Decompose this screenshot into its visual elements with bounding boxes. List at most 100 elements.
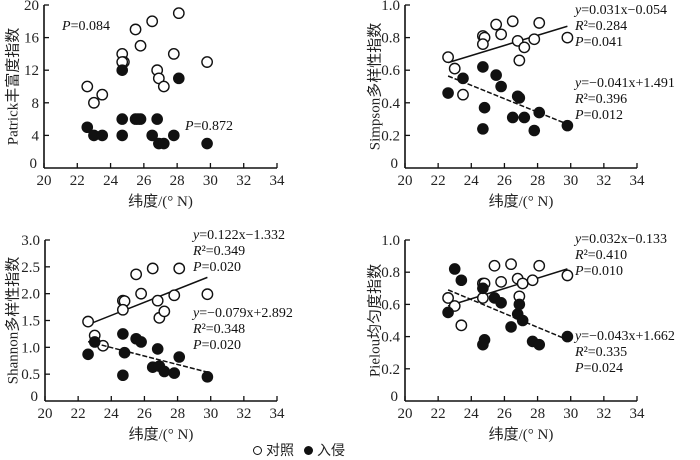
series-invaded	[442, 263, 574, 351]
data-point-control	[516, 277, 529, 290]
series-invaded	[82, 328, 214, 383]
data-point-invaded	[442, 306, 454, 319]
y-tick-label: 0	[31, 389, 39, 405]
x-tick-label: 22	[71, 406, 86, 422]
annotation-text: P=0.041	[574, 35, 623, 50]
data-point-invaded	[116, 64, 129, 76]
y-tick-label: 1.0	[21, 340, 40, 356]
panel-4: 20 22 24 26 28 30 32 34 0 0.2 0.4 0.6 0.8 1.0 纬度/(° N)…	[366, 232, 674, 443]
data-point-invaded	[513, 92, 526, 104]
annotation-rest: =0.041	[584, 35, 623, 50]
x-axis-title: 纬度/(° N)	[128, 193, 193, 210]
panel-1: 20 22 24 26 28 30 32 34 0 4 8 12 16 20 纬度/(° N) Patrick…	[3, 0, 285, 210]
x-tick-label: 34	[270, 173, 286, 189]
data-point-invaded	[116, 129, 129, 142]
y-tick-label: 3.0	[21, 233, 40, 249]
data-point-control	[172, 7, 185, 20]
data-point-control	[82, 315, 94, 328]
x-tick-label: 20	[398, 406, 413, 422]
data-point-invaded	[495, 80, 507, 93]
x-tick-label: 28	[170, 173, 185, 189]
y-tick-label: 2.5	[21, 260, 40, 276]
y-axis-title: Shannon多样性指数	[4, 257, 21, 385]
annotation-rest: =−0.041x+1.491	[581, 76, 675, 91]
data-point-invaded	[513, 298, 526, 311]
y-tick-label: 1.0	[381, 233, 400, 249]
y-tick-label: 12	[24, 63, 39, 79]
legend-filled-marker-icon	[304, 445, 313, 455]
annotation-var: R	[192, 322, 202, 337]
annotation-rest: =0.020	[202, 338, 241, 353]
annotation-var: y	[573, 3, 582, 18]
data-point-control	[173, 262, 186, 275]
series-control	[442, 258, 574, 332]
data-point-invaded	[506, 111, 519, 124]
x-tick-label: 28	[170, 406, 185, 422]
data-point-invaded	[173, 351, 186, 363]
data-point-control	[526, 274, 539, 287]
x-tick-label: 26	[497, 173, 513, 189]
x-tick-label: 26	[137, 406, 153, 422]
annotation-var: R	[574, 248, 584, 263]
annotation-text: P=0.024	[574, 361, 623, 376]
series-control	[442, 15, 574, 101]
annotation-rest: ²=0.348	[202, 322, 246, 337]
data-point-control	[495, 275, 508, 288]
annotation-text: P=0.872	[184, 119, 233, 134]
annotation-var: P	[192, 338, 202, 353]
annotation-text: R²=0.410	[574, 248, 627, 263]
annotation-var: y	[573, 232, 582, 247]
data-point-invaded	[490, 69, 502, 81]
y-tick-label: 2.0	[21, 287, 40, 303]
fit-line-control	[447, 268, 568, 307]
data-point-control	[513, 54, 526, 67]
data-point-control	[167, 48, 180, 60]
data-point-invaded	[173, 72, 185, 85]
x-tick-label: 24	[464, 406, 480, 422]
data-point-control	[116, 303, 129, 316]
y-tick-label: 0	[30, 156, 38, 172]
data-point-invaded	[151, 343, 164, 355]
y-axis-title: Simpson多样性指数	[366, 23, 383, 151]
fit-line-control	[87, 276, 208, 326]
data-point-control	[130, 268, 143, 281]
data-point-invaded	[533, 106, 546, 119]
x-tick-label: 34	[630, 173, 646, 189]
annotation-rest: ²=0.349	[202, 244, 246, 259]
series-invaded	[442, 61, 574, 137]
x-tick-label: 22	[431, 406, 446, 422]
data-point-control	[448, 62, 461, 75]
data-point-invaded	[118, 346, 131, 359]
fit-line-invaded	[447, 75, 568, 125]
legend-open-marker-icon	[253, 445, 262, 455]
data-point-invaded	[132, 113, 144, 125]
data-point-control	[442, 292, 454, 304]
annotation-var: R	[192, 244, 202, 259]
y-tick-label: 0.2	[381, 128, 400, 144]
x-tick-label: 32	[236, 406, 251, 422]
data-point-control	[528, 33, 541, 46]
x-axis-title: 纬度/(° N)	[489, 193, 554, 210]
data-point-invaded	[81, 121, 94, 134]
y-tick-label: 0.5	[21, 367, 40, 383]
y-tick-label: 0.4	[381, 330, 400, 346]
data-point-invaded	[117, 328, 129, 340]
annotation-var: P	[61, 19, 71, 34]
data-point-control	[146, 15, 159, 28]
data-point-invaded	[477, 61, 489, 73]
data-point-control	[455, 319, 468, 332]
annotation-text: y=0.122x−1.332	[191, 228, 285, 243]
annotation-var: y	[191, 306, 200, 321]
data-point-invaded	[151, 113, 163, 125]
data-point-control	[518, 41, 531, 54]
annotation-text: y=0.031x−0.054	[573, 3, 667, 18]
data-point-control	[442, 51, 454, 64]
annotation-var: R	[574, 92, 584, 107]
data-point-invaded	[457, 72, 469, 85]
y-tick-label: 1.5	[21, 314, 40, 330]
annotation-text: P=0.010	[574, 264, 623, 279]
data-point-control	[134, 39, 147, 52]
y-tick-label: 0.4	[381, 96, 400, 112]
annotation-text: R²=0.348	[192, 322, 245, 337]
